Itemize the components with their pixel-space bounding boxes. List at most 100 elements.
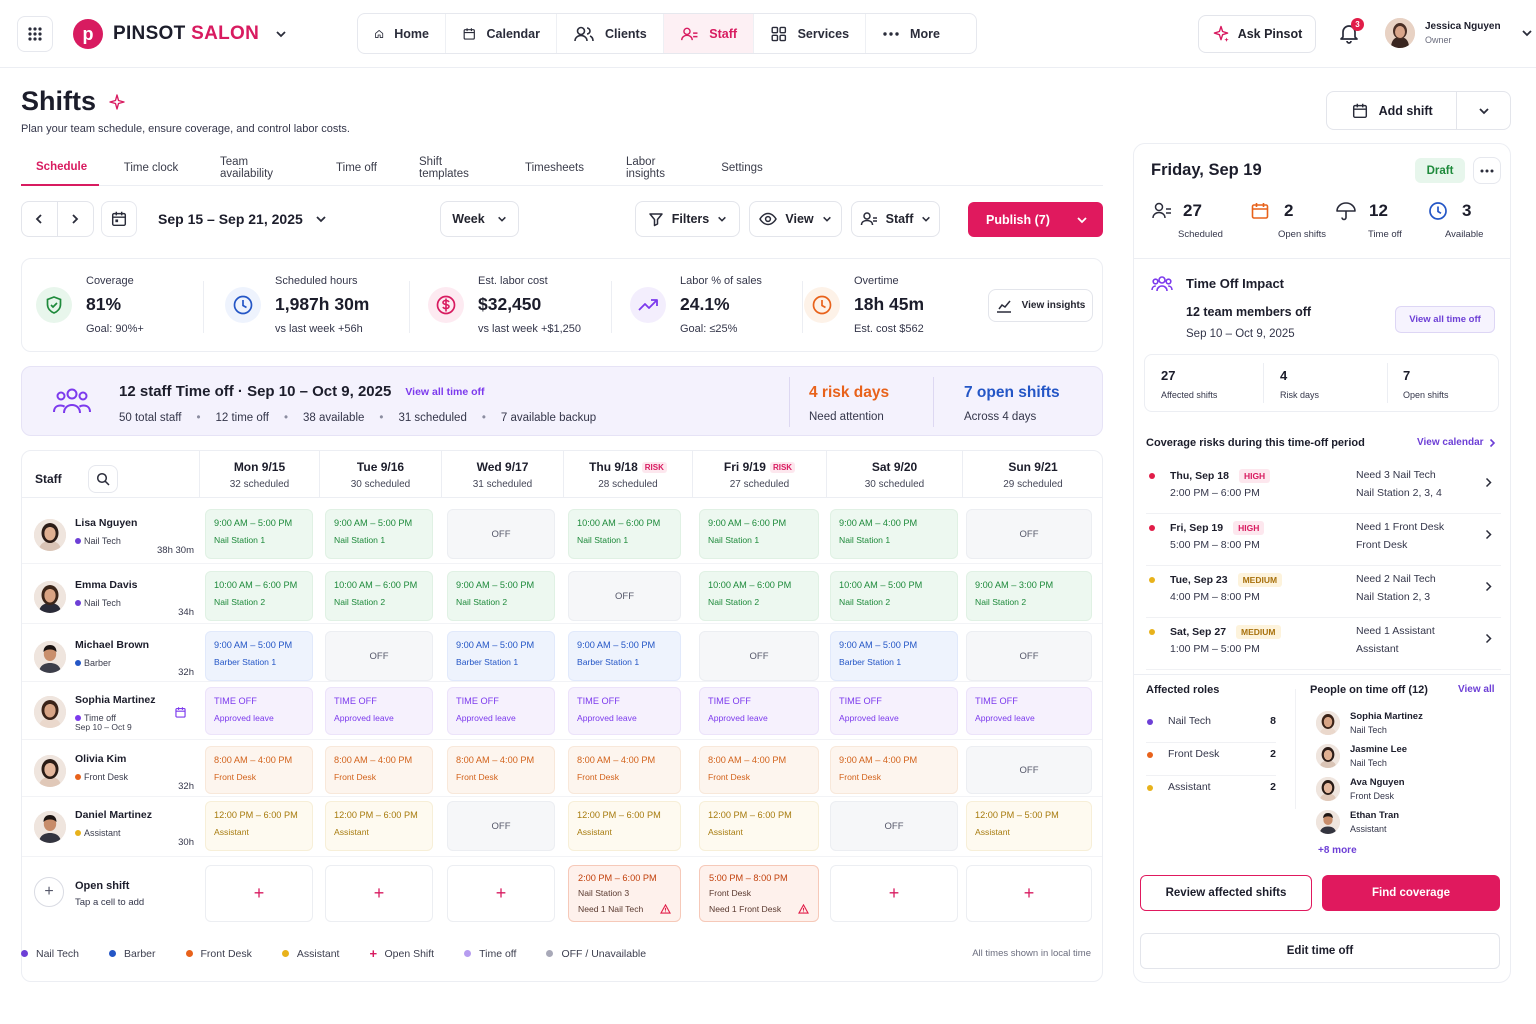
off-cell[interactable]: OFF	[447, 801, 555, 851]
time-off-cell[interactable]: TIME OFF Approved leave	[568, 687, 681, 735]
staff-row[interactable]: Daniel Martinez Assistant 30h	[34, 809, 194, 849]
time-off-cell[interactable]: TIME OFF Approved leave	[447, 687, 555, 735]
shift-cell[interactable]: 9:00 AM – 5:00 PM Nail Station 1	[325, 509, 433, 559]
shift-cell[interactable]: 8:00 AM – 4:00 PM Front Desk	[447, 746, 555, 794]
off-cell[interactable]: OFF	[966, 746, 1092, 794]
shift-cell[interactable]: 12:00 PM – 5:00 PM Assistant	[966, 801, 1092, 851]
time-off-cell[interactable]: TIME OFF Approved leave	[325, 687, 433, 735]
ask-pinsot-button[interactable]: Ask Pinsot	[1198, 15, 1316, 53]
next-week-button[interactable]	[58, 202, 94, 236]
shift-cell[interactable]: 12:00 PM – 6:00 PM Assistant	[205, 801, 313, 851]
open-shifts-summary[interactable]: 7 open shifts Across 4 days	[964, 384, 1060, 423]
shift-cell[interactable]: 8:00 AM – 4:00 PM Front Desk	[699, 746, 819, 794]
day-header[interactable]: Sun 9/21 29 scheduled	[962, 451, 1103, 497]
view-button[interactable]: View	[749, 201, 842, 237]
shift-cell[interactable]: 10:00 AM – 6:00 PM Nail Station 1	[568, 509, 681, 559]
shift-cell[interactable]: 9:00 AM – 6:00 PM Nail Station 1	[699, 509, 819, 559]
nav-home[interactable]: Home	[358, 14, 446, 53]
view-calendar-link[interactable]: View calendar	[1417, 437, 1496, 448]
apps-grid-button[interactable]	[17, 16, 53, 52]
person-on-time-off[interactable]: Jasmine Lee Nail Tech	[1316, 744, 1407, 768]
view-all-people-link[interactable]: View all	[1458, 684, 1495, 695]
date-range-selector[interactable]: Sep 15 – Sep 21, 2025	[158, 211, 327, 227]
time-off-cell[interactable]: TIME OFF Approved leave	[966, 687, 1092, 735]
shift-cell[interactable]: 8:00 AM – 4:00 PM Front Desk	[325, 746, 433, 794]
day-header[interactable]: Sat 9/20 30 scheduled	[826, 451, 962, 497]
shift-cell[interactable]: 10:00 AM – 6:00 PM Nail Station 2	[325, 571, 433, 621]
edit-time-off-button[interactable]: Edit time off	[1140, 933, 1500, 969]
shift-cell[interactable]: 12:00 PM – 6:00 PM Assistant	[568, 801, 681, 851]
shift-cell[interactable]: 9:00 AM – 5:00 PM Barber Station 1	[568, 631, 681, 681]
day-header[interactable]: Thu 9/18 RISK 28 scheduled	[563, 451, 692, 497]
off-cell[interactable]: OFF	[966, 631, 1092, 681]
add-shift-dropdown[interactable]	[1457, 92, 1510, 129]
notifications-button[interactable]: 3	[1338, 18, 1364, 44]
day-header[interactable]: Mon 9/15 32 scheduled	[199, 451, 319, 497]
open-shift-row[interactable]: + Open shift Tap a cell to add	[34, 875, 194, 915]
staff-row[interactable]: Emma Davis Nail Tech 34h	[34, 579, 194, 619]
shift-cell[interactable]: 8:00 AM – 4:00 PM Front Desk	[205, 746, 313, 794]
review-affected-shifts-button[interactable]: Review affected shifts	[1140, 875, 1312, 911]
shift-cell[interactable]: 10:00 AM – 6:00 PM Nail Station 2	[205, 571, 313, 621]
tab-labor-insights[interactable]: Labor insights	[626, 156, 665, 180]
staff-search-button[interactable]	[87, 465, 118, 493]
shift-cell[interactable]: 9:00 AM – 5:00 PM Nail Station 2	[447, 571, 555, 621]
shift-cell[interactable]: 9:00 AM – 4:00 PM Nail Station 1	[830, 509, 958, 559]
shift-cell[interactable]: 8:00 AM – 4:00 PM Front Desk	[568, 746, 681, 794]
time-off-cell[interactable]: TIME OFF Approved leave	[699, 687, 819, 735]
off-cell[interactable]: OFF	[699, 631, 819, 681]
nav-calendar[interactable]: Calendar	[446, 14, 557, 53]
add-shift-cell[interactable]: +	[325, 865, 433, 922]
coverage-risk-item[interactable]: Sat, Sep 27 MEDIUM 1:00 PM – 5:00 PM Need 1…	[1146, 618, 1501, 670]
shift-cell[interactable]: 12:00 PM – 6:00 PM Assistant	[699, 801, 819, 851]
tab-team-availability[interactable]: Team availability	[220, 156, 274, 180]
coverage-risk-item[interactable]: Thu, Sep 18 HIGH 2:00 PM – 6:00 PM Need 3 N…	[1146, 462, 1501, 514]
filters-button[interactable]: Filters	[635, 201, 740, 237]
publish-button[interactable]: Publish (7)	[968, 202, 1103, 237]
add-shift-cell[interactable]: +	[447, 865, 555, 922]
shift-cell[interactable]: 9:00 AM – 5:00 PM Barber Station 1	[447, 631, 555, 681]
off-cell[interactable]: OFF	[830, 801, 958, 851]
shift-cell[interactable]: 9:00 AM – 4:00 PM Front Desk	[830, 746, 958, 794]
shift-cell[interactable]: 9:00 AM – 3:00 PM Nail Station 2	[966, 571, 1092, 621]
day-header[interactable]: Fri 9/19 RISK 27 scheduled	[692, 451, 826, 497]
staff-filter-button[interactable]: Staff	[851, 201, 940, 237]
add-shift-cell[interactable]: +	[205, 865, 313, 922]
person-on-time-off[interactable]: Ava Nguyen Front Desk	[1316, 777, 1405, 801]
staff-row[interactable]: Olivia Kim Front Desk 32h	[34, 753, 194, 793]
staff-row[interactable]: Lisa Nguyen Nail Tech 38h 30m	[34, 517, 194, 557]
view-insights-button[interactable]: View insights	[988, 289, 1093, 322]
tab-time-off[interactable]: Time off	[336, 162, 377, 174]
nav-more[interactable]: More	[866, 14, 976, 53]
person-on-time-off[interactable]: Ethan Tran Assistant	[1316, 810, 1399, 834]
off-cell[interactable]: OFF	[447, 509, 555, 559]
add-shift-button[interactable]: Add shift	[1327, 92, 1458, 129]
brand[interactable]: p PINSOT SALON	[73, 19, 287, 49]
open-shift-risk-cell[interactable]: 2:00 PM – 6:00 PM Nail Station 3 Need 1 Na…	[568, 865, 681, 922]
add-shift-cell[interactable]: +	[966, 865, 1092, 922]
shift-cell[interactable]: 9:00 AM – 5:00 PM Barber Station 1	[205, 631, 313, 681]
find-coverage-button[interactable]: Find coverage	[1322, 875, 1500, 911]
more-people-link[interactable]: +8 more	[1318, 845, 1357, 856]
tab-schedule[interactable]: Schedule	[21, 150, 99, 186]
view-mode-select[interactable]: Week	[440, 201, 519, 237]
staff-row[interactable]: Michael Brown Barber 32h	[34, 639, 194, 679]
previous-week-button[interactable]	[22, 202, 58, 236]
panel-more-button[interactable]	[1473, 157, 1501, 184]
staff-row[interactable]: Sophia Martinez Time off Sep 10 – Oct 9	[34, 694, 194, 734]
open-shift-risk-cell[interactable]: 5:00 PM – 8:00 PM Front Desk Need 1 Front …	[699, 865, 819, 922]
off-cell[interactable]: OFF	[325, 631, 433, 681]
view-all-time-off-button[interactable]: View all time off	[1395, 306, 1495, 333]
shift-cell[interactable]: 9:00 AM – 5:00 PM Barber Station 1	[830, 631, 958, 681]
person-on-time-off[interactable]: Sophia Martinez Nail Tech	[1316, 711, 1423, 735]
tab-timesheets[interactable]: Timesheets	[524, 162, 584, 174]
day-header[interactable]: Tue 9/16 30 scheduled	[319, 451, 441, 497]
shift-cell[interactable]: 10:00 AM – 6:00 PM Nail Station 2	[699, 571, 819, 621]
time-off-cell[interactable]: TIME OFF Approved leave	[205, 687, 313, 735]
day-header[interactable]: Wed 9/17 31 scheduled	[441, 451, 563, 497]
tab-settings[interactable]: Settings	[721, 162, 763, 174]
user-menu[interactable]: Jessica Nguyen Owner	[1385, 18, 1533, 48]
coverage-risk-item[interactable]: Fri, Sep 19 HIGH 5:00 PM – 8:00 PM Need 1 F…	[1146, 514, 1501, 566]
off-cell[interactable]: OFF	[568, 571, 681, 621]
shift-cell[interactable]: 10:00 AM – 5:00 PM Nail Station 2	[830, 571, 958, 621]
